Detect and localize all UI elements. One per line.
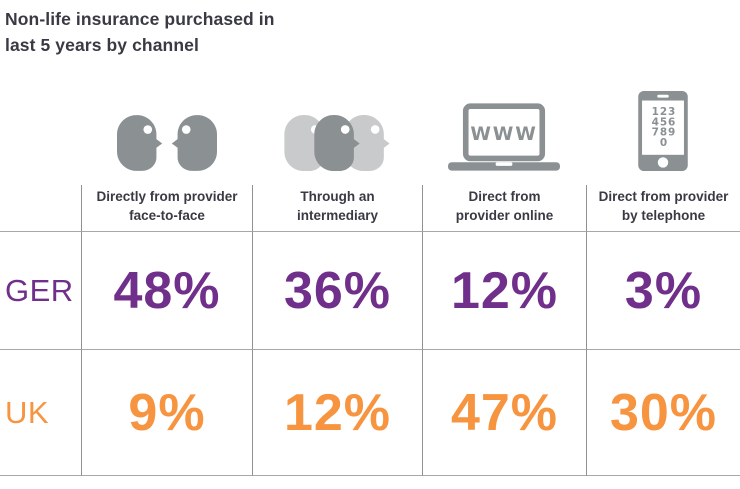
header-line: face-to-face — [129, 208, 205, 223]
header-spacer — [0, 185, 81, 232]
page-title: Non-life insurance purchased in last 5 y… — [5, 6, 275, 58]
header-line: provider online — [455, 208, 554, 223]
keypad-row-2: 456 — [652, 116, 677, 128]
column-header-telephone: Direct from provider by telephone — [586, 185, 740, 232]
column-header-face-to-face: Directly from provider face-to-face — [81, 185, 252, 232]
channel-table: WWW 123 456 789 0 Directly fr — [0, 88, 740, 476]
header-line: Direct from provider — [598, 189, 729, 204]
value-uk-intermediary: 12% — [252, 350, 422, 476]
value-uk-face-to-face: 9% — [81, 350, 252, 476]
header-line: Direct from — [468, 189, 541, 204]
intermediary-icon — [252, 88, 422, 185]
icon-spacer — [0, 88, 81, 185]
value-uk-telephone: 30% — [586, 350, 740, 476]
value-ger-telephone: 3% — [586, 232, 740, 350]
value-uk-online: 47% — [422, 350, 586, 476]
title-line-2: last 5 years by channel — [5, 35, 199, 55]
title-line-1: Non-life insurance purchased in — [5, 9, 275, 29]
header-line: intermediary — [296, 208, 379, 223]
keypad-row-4: 0 — [660, 137, 668, 149]
value-ger-face-to-face: 48% — [81, 232, 252, 350]
header-line: Through an — [300, 189, 375, 204]
laptop-www-icon: WWW — [422, 88, 586, 185]
column-header-intermediary: Through an intermediary — [252, 185, 422, 232]
row-label-uk: UK — [0, 350, 81, 476]
column-header-online: Direct from provider online — [422, 185, 586, 232]
face-to-face-icon — [81, 88, 252, 185]
value-ger-online: 12% — [422, 232, 586, 350]
keypad-row-1: 123 — [652, 106, 677, 118]
header-line: Directly from provider — [96, 189, 238, 204]
phone-keypad-icon: 123 456 789 0 — [586, 88, 740, 185]
row-label-ger: GER — [0, 232, 81, 350]
keypad-row-3: 789 — [652, 127, 677, 139]
laptop-screen-text: WWW — [470, 124, 537, 145]
value-ger-intermediary: 36% — [252, 232, 422, 350]
header-line: by telephone — [621, 208, 706, 223]
